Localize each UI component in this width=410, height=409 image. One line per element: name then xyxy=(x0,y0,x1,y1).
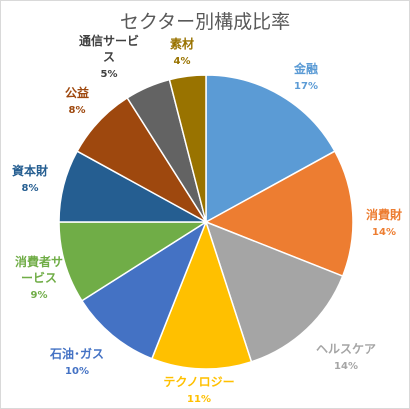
slice-name: テクノロジー xyxy=(163,375,234,389)
slice-value: 14% xyxy=(372,227,396,238)
chart-title: セクター別構成比率 xyxy=(119,11,291,33)
slice-label-1: 金融 17% xyxy=(293,61,318,92)
slice-value: 8% xyxy=(22,183,39,194)
slice-name: 通信サービス xyxy=(79,33,139,64)
slice-name: 消費財 xyxy=(366,207,402,222)
slice-name: 素材 xyxy=(170,36,194,51)
slice-label-10: 素材 4% xyxy=(170,36,194,67)
slice-label-7: 資本財 8% xyxy=(12,163,48,194)
slice-name: 金融 xyxy=(293,61,318,76)
slice-label-3: ヘルスケア 14% xyxy=(316,342,376,372)
slice-name: 資本財 xyxy=(12,163,48,178)
pie-slice-2 xyxy=(204,150,354,278)
slice-label-6: 消費者サービス 9% xyxy=(15,254,63,301)
slice-name: ヘルスケア xyxy=(316,342,376,356)
slice-label-2: 消費財 14% xyxy=(366,207,402,238)
slice-value: 14% xyxy=(334,361,358,372)
pie-slice-5 xyxy=(80,220,208,360)
slice-value: 10% xyxy=(65,366,89,377)
slice-value: 4% xyxy=(174,56,191,67)
slice-value: 11% xyxy=(187,394,211,405)
pie-slice-10 xyxy=(168,74,207,223)
pie-slice-4 xyxy=(150,219,253,370)
slice-label-4: テクノロジー 11% xyxy=(163,375,234,405)
pie-slice-1 xyxy=(205,74,336,224)
slice-value: 8% xyxy=(69,105,86,116)
slice-name: 消費者サービス xyxy=(15,254,63,285)
slice-value: 5% xyxy=(101,69,118,80)
slice-label-5: 石油･ガス 10% xyxy=(49,346,104,377)
slice-value: 9% xyxy=(31,290,48,301)
slice-label-9: 通信サービス 5% xyxy=(79,33,139,80)
slice-name: 石油･ガス xyxy=(49,346,104,361)
slice-name: 公益 xyxy=(65,85,89,100)
slice-value: 17% xyxy=(294,81,318,92)
pie-slice-6 xyxy=(58,221,209,302)
slice-label-8: 公益 8% xyxy=(65,85,89,116)
